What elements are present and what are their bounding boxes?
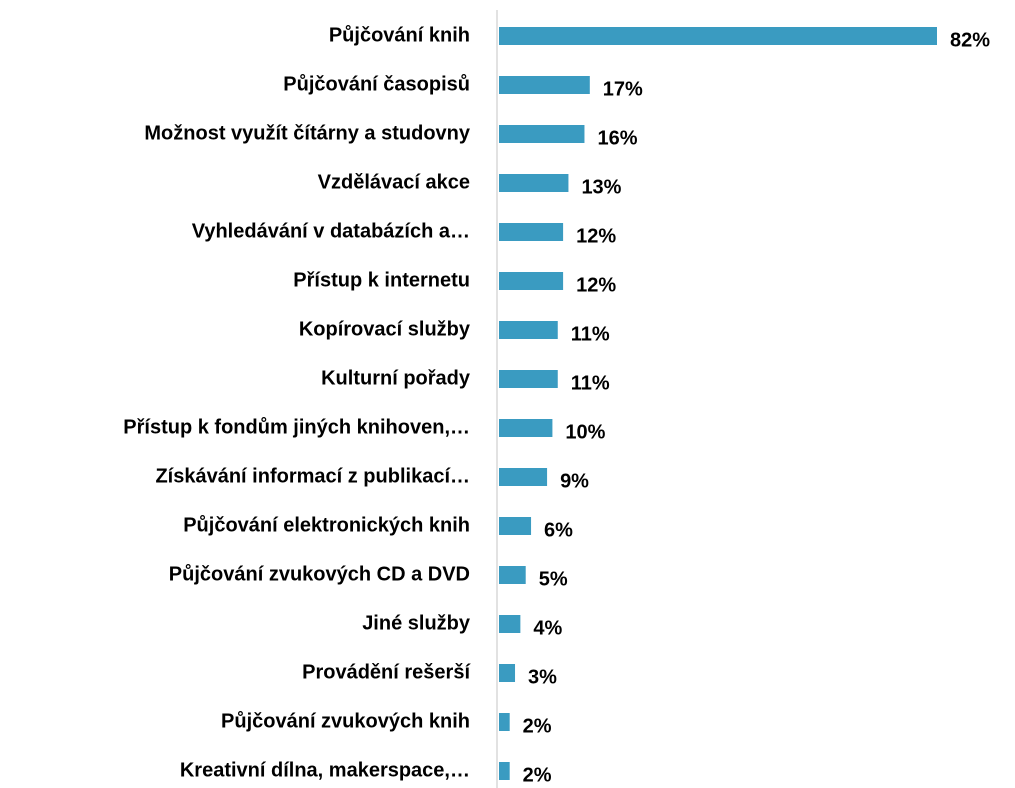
bar <box>499 713 510 731</box>
value-label: 13% <box>581 176 621 198</box>
value-label: 17% <box>603 78 643 100</box>
value-label: 11% <box>571 323 610 345</box>
bar <box>499 664 516 682</box>
bar <box>499 223 564 241</box>
value-label: 16% <box>597 127 637 149</box>
category-label: Půjčování zvukových knih <box>221 710 470 732</box>
value-label: 9% <box>560 470 589 492</box>
value-label: 10% <box>565 421 605 443</box>
value-label: 3% <box>528 666 557 688</box>
bar <box>499 468 548 486</box>
bar <box>499 566 526 584</box>
category-label: Provádění rešerší <box>302 661 471 683</box>
category-label: Jiné služby <box>362 612 471 634</box>
category-label: Půjčování časopisů <box>283 73 470 95</box>
category-label: Vzdělávací akce <box>318 171 470 193</box>
value-label: 12% <box>576 225 616 247</box>
value-label: 5% <box>539 568 568 590</box>
bar <box>499 370 558 388</box>
value-label: 12% <box>576 274 616 296</box>
category-label: Kopírovací služby <box>299 318 471 340</box>
bar <box>499 517 532 535</box>
category-label: Půjčování knih <box>329 24 470 46</box>
category-label: Vyhledávání v databázích a… <box>192 220 470 242</box>
category-label: Kreativní dílna, makerspace,… <box>180 759 470 781</box>
bar <box>499 27 937 45</box>
category-label: Přístup k fondům jiných knihoven,… <box>123 416 470 438</box>
bar <box>499 321 558 339</box>
bar <box>499 762 510 780</box>
bar <box>499 615 521 633</box>
value-label: 2% <box>523 715 552 737</box>
bar <box>499 272 564 290</box>
bar <box>499 76 590 94</box>
value-label: 6% <box>544 519 573 541</box>
category-label: Získávání informací z publikací… <box>155 465 470 487</box>
value-label: 82% <box>950 29 990 51</box>
category-label: Kulturní pořady <box>321 367 471 389</box>
bar <box>499 419 553 437</box>
category-label: Přístup k internetu <box>293 269 470 291</box>
category-label: Půjčování elektronických knih <box>183 514 470 536</box>
category-label: Možnost využít čítárny a studovny <box>144 122 470 144</box>
bar <box>499 125 585 143</box>
value-label: 11% <box>571 372 610 394</box>
value-label: 4% <box>533 617 562 639</box>
value-label: 2% <box>523 764 552 786</box>
category-label: Půjčování zvukových CD a DVD <box>169 563 470 585</box>
bar <box>499 174 569 192</box>
